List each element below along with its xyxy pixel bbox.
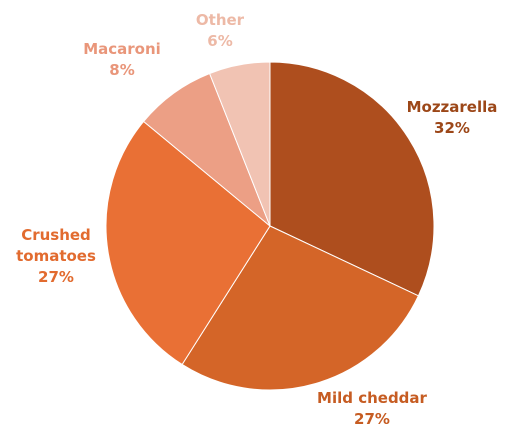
- slice-label-crushed-tomatoes: Crushed tomatoes 27%: [16, 226, 96, 286]
- pie-slice-mozzarella: [269, 61, 435, 297]
- pie-slices: [105, 61, 435, 391]
- slice-label-macaroni: Macaroni 8%: [83, 40, 161, 79]
- slice-label-mozzarella: Mozzarella 32%: [407, 98, 498, 137]
- slice-label-other: Other 6%: [196, 11, 245, 50]
- slice-label-mild-cheddar: Mild cheddar 27%: [317, 389, 428, 428]
- pie-slice-crushed-tomatoes: [105, 120, 271, 366]
- pie-labels: Mozzarella 32% Mild cheddar 27% Crushed tomat…: [16, 11, 497, 428]
- pie-slice-other: [208, 61, 271, 227]
- pie-slice-mild-cheddar: [181, 225, 420, 391]
